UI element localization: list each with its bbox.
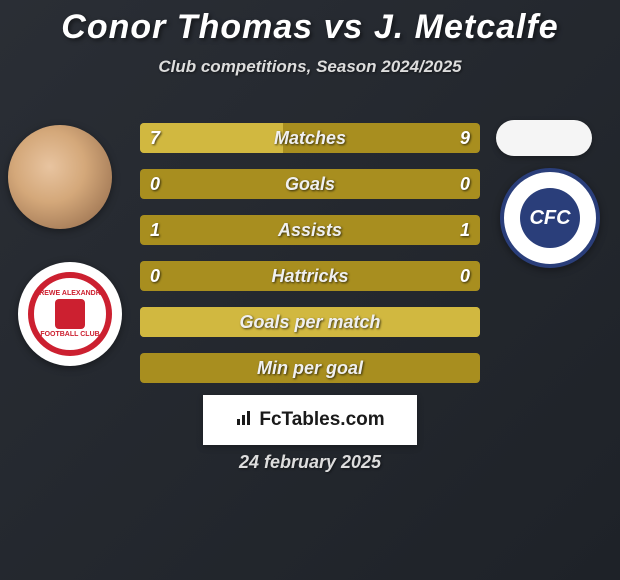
- bar-value-right: 1: [460, 220, 470, 241]
- page-title: Conor Thomas vs J. Metcalfe: [0, 0, 620, 47]
- comparison-bars: 7Matches90Goals01Assists10Hattricks0Goal…: [140, 123, 480, 399]
- bar-label: Hattricks: [140, 266, 480, 287]
- bar-row: 0Hattricks0: [140, 261, 480, 291]
- bar-label: Min per goal: [140, 358, 480, 379]
- club-logo-left-inner: CREWE ALEXANDRA FOOTBALL CLUB: [28, 272, 112, 356]
- club-logo-left: CREWE ALEXANDRA FOOTBALL CLUB: [18, 262, 122, 366]
- club-left-text-bottom: FOOTBALL CLUB: [40, 331, 99, 338]
- player-photo-left: [8, 125, 112, 229]
- watermark-text: FcTables.com: [259, 409, 384, 431]
- bar-value-right: 0: [460, 174, 470, 195]
- chart-icon: [235, 409, 253, 432]
- club-logo-right: CFC: [500, 168, 600, 268]
- watermark: FcTables.com: [203, 395, 417, 445]
- bar-row: 7Matches9: [140, 123, 480, 153]
- bar-value-right: 0: [460, 266, 470, 287]
- bar-label: Matches: [140, 128, 480, 149]
- bar-row: Min per goal: [140, 353, 480, 383]
- club-logo-right-inner: CFC: [520, 188, 580, 248]
- bar-value-right: 9: [460, 128, 470, 149]
- bar-label: Assists: [140, 220, 480, 241]
- club-left-text-top: CREWE ALEXANDRA: [34, 290, 106, 297]
- bar-row: 0Goals0: [140, 169, 480, 199]
- player-photo-right: [496, 120, 592, 156]
- date-text: 24 february 2025: [0, 452, 620, 473]
- bar-row: 1Assists1: [140, 215, 480, 245]
- bar-label: Goals: [140, 174, 480, 195]
- bar-row: Goals per match: [140, 307, 480, 337]
- bar-label: Goals per match: [140, 312, 480, 333]
- subtitle: Club competitions, Season 2024/2025: [0, 57, 620, 77]
- club-left-crest-icon: [55, 299, 85, 329]
- club-right-text: CFC: [529, 207, 570, 230]
